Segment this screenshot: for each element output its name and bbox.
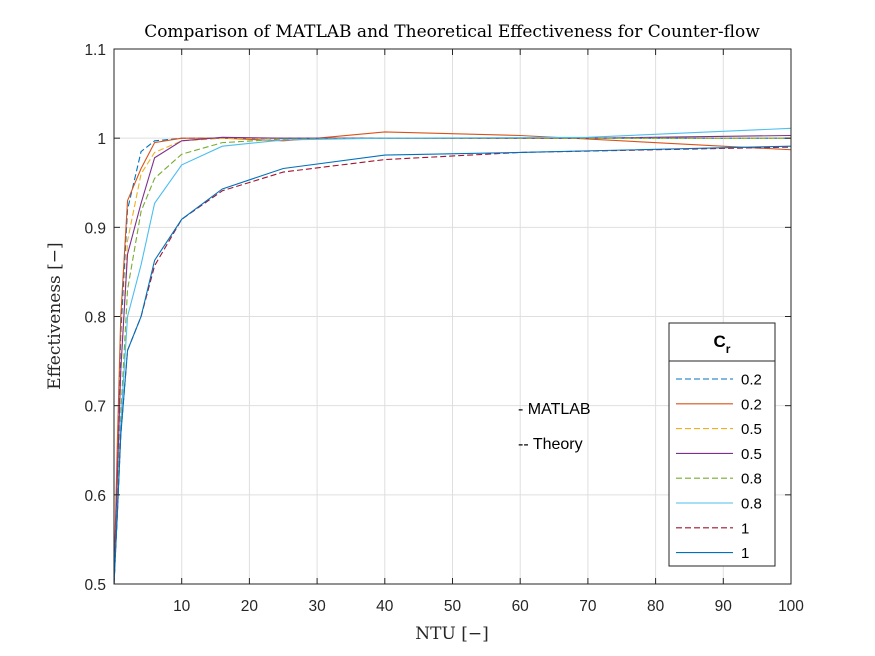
legend-label-1: 0.2 [741,372,762,389]
y-tick-label: 0.6 [84,488,106,505]
y-tick-label: 0.7 [84,399,106,416]
x-tick-label: 30 [308,598,326,615]
x-tick-label: 20 [241,598,259,615]
series-lines [114,127,791,584]
legend-label-2: 0.2 [741,396,762,413]
y-tick-label: 0.9 [84,220,106,237]
annotation-theory: -- Theory [518,436,583,453]
legend-label-7: 1 [741,520,749,537]
series-line-8 [114,145,791,584]
annotation-matlab: - MATLAB [518,401,591,418]
legend-label-4: 0.5 [741,446,762,463]
x-axis-label: NTU [−] [415,624,488,644]
y-axis-label: Effectiveness [−] [45,242,65,389]
legend-label-3: 0.5 [741,421,762,438]
x-tick-label: 10 [173,598,191,615]
legend-box [668,322,776,567]
legend-items: 0.2 0.2 0.5 0.5 0.8 0.8 1 1 [676,372,762,562]
legend-title: Cr [714,332,731,356]
y-tick-label: 1 [97,131,106,148]
x-tick-label: 70 [579,598,597,615]
y-tick-label: 0.8 [84,310,106,327]
tick-marks [114,48,792,585]
tick-labels: 10 20 30 40 50 60 70 80 90 100 0.5 0.6 0.7 0.8 0.9 1 1.1 [84,42,804,615]
legend-label-5: 0.8 [741,471,762,488]
legend-label-6: 0.8 [741,496,762,513]
series-line-2 [114,131,791,584]
y-tick-label: 0.5 [84,577,106,594]
x-tick-label: 60 [512,598,530,615]
chart-title: Comparison of MATLAB and Theoretical Eff… [144,22,760,42]
x-tick-label: 80 [647,598,665,615]
x-tick-label: 50 [444,598,462,615]
x-tick-label: 90 [715,598,733,615]
y-tick-label: 1.1 [84,42,106,59]
x-tick-label: 40 [376,598,394,615]
legend-label-8: 1 [741,545,749,562]
x-tick-label: 100 [778,598,804,615]
legend: Cr 0.2 0.2 0.5 0.5 0.8 0.8 1 1 [668,322,776,567]
